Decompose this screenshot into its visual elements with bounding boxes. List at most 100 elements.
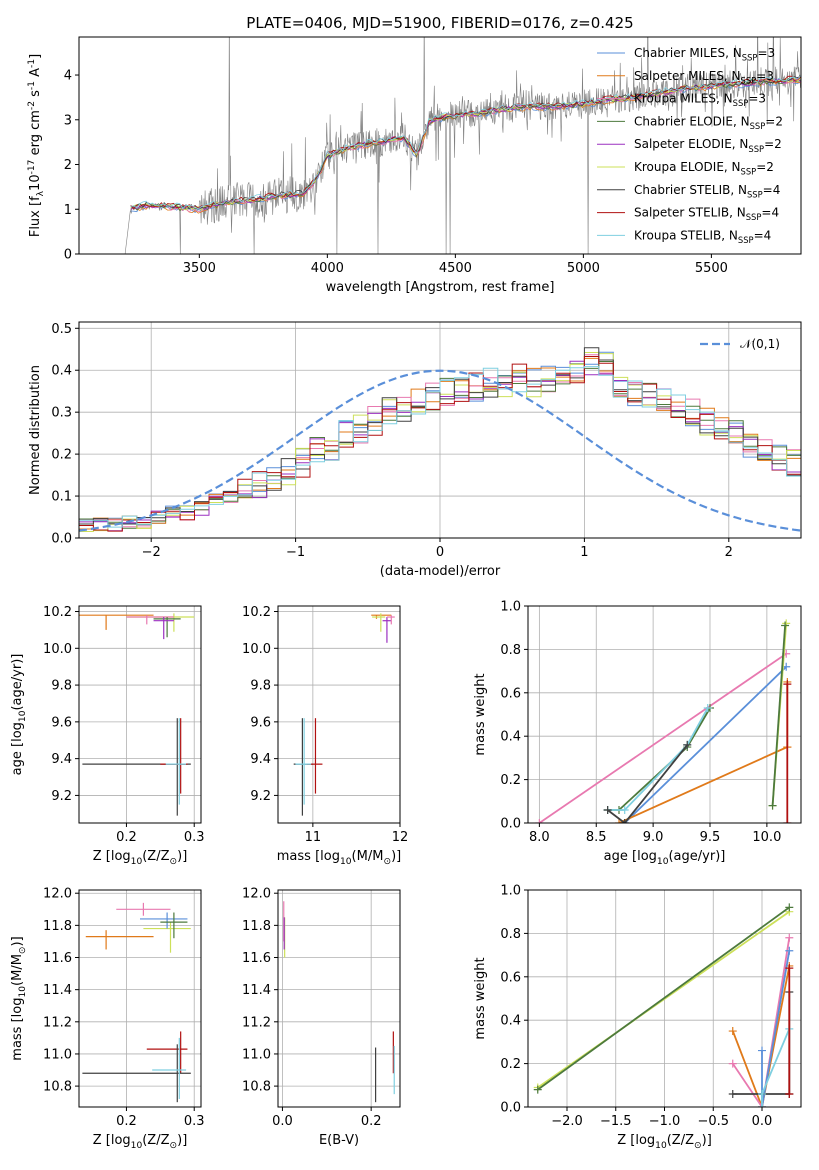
y-tick-label: 0.0 <box>500 817 521 832</box>
histogram-step <box>79 361 801 529</box>
points <box>79 613 195 816</box>
axes-frame <box>78 889 202 1108</box>
legend: Chabrier MILES, NSSP=3 Salpeter MILES, NS… <box>597 46 783 245</box>
y-tick-label: 9.8 <box>250 679 271 694</box>
x-tick-label: 0.2 <box>361 1114 382 1129</box>
axes-frame <box>78 321 802 539</box>
axes-frame <box>78 36 802 255</box>
y-tick-label: 0.6 <box>500 970 521 985</box>
y-tick-label: 11.0 <box>242 1047 271 1062</box>
series-line <box>624 666 787 823</box>
x-axis-label: age [log10(age/yr)] <box>604 849 726 867</box>
chart-title: PLATE=0406, MJD=51900, FIBERID=0176, z=0… <box>246 14 633 32</box>
series-plot <box>535 619 792 823</box>
y-tick-label: 12.0 <box>43 887 72 902</box>
x-tick-label: 0.2 <box>116 1114 137 1129</box>
x-tick-label: 12 <box>392 830 409 845</box>
series-marker <box>728 1059 737 1068</box>
axes-frame <box>78 605 202 824</box>
y-axis-label: mass weight <box>473 957 488 1039</box>
y-tick-label: 0.4 <box>51 364 72 379</box>
series-line <box>537 906 790 1091</box>
mass-z-panel: 0.2 0.3 10.8 11.0 11.2 11.4 11.6 11.8 12.0 Z [log… <box>10 887 205 1151</box>
series-marker <box>782 619 791 628</box>
y-tick-label: 10.0 <box>43 642 72 657</box>
x-tick-label: 5000 <box>567 261 600 276</box>
x-tick-label: 5500 <box>695 261 728 276</box>
y-tick-label: 9.2 <box>250 789 271 804</box>
series-marker <box>768 801 777 810</box>
y-tick-label: 11.6 <box>242 951 271 966</box>
series-line <box>607 707 711 811</box>
series-marker <box>785 933 794 942</box>
legend-entry: Kroupa STELIB, NSSP=4 <box>634 228 771 245</box>
histogram-step <box>79 366 801 528</box>
y-tick-label: 0.0 <box>500 1101 521 1116</box>
y-tick-label: 0.0 <box>51 532 72 547</box>
series-line <box>538 652 787 823</box>
y-tick-label: 0.8 <box>500 643 521 658</box>
y-tick-label: 1.0 <box>500 600 521 615</box>
x-tick-label: 4000 <box>311 261 344 276</box>
points <box>283 901 395 1103</box>
mass-weight-age-panel: 8.0 8.5 9.0 9.5 10.0 0.0 0.2 0.4 0.6 0.8 1.0 age [l… <box>473 600 802 867</box>
x-axis-label: wavelength [Angstrom, rest frame] <box>326 280 555 295</box>
y-tick-label: 0.4 <box>500 1014 521 1029</box>
x-tick-label: 10.0 <box>752 830 781 845</box>
series-marker <box>783 680 792 689</box>
x-tick-label: 11 <box>305 830 322 845</box>
y-tick-label: 0.8 <box>500 927 521 942</box>
x-tick-label: −0.5 <box>697 1114 729 1129</box>
y-tick-label: 11.2 <box>242 1015 271 1030</box>
legend-entry: 𝒩(0,1) <box>740 337 780 351</box>
model-spectrum <box>130 75 801 210</box>
y-tick-label: 11.4 <box>43 983 72 998</box>
histogram-plot <box>79 347 801 532</box>
histogram-step <box>79 351 801 524</box>
series-marker <box>783 819 792 823</box>
y-tick-label: 9.6 <box>250 715 271 730</box>
y-axis-label: mass weight <box>473 673 488 755</box>
x-axis-label: Z [log10(Z/Z⊙)] <box>93 849 188 867</box>
x-tick-label: 1 <box>580 545 588 560</box>
x-tick-label: 9.0 <box>643 830 664 845</box>
y-tick-label: 3 <box>64 113 72 128</box>
y-tick-label: 9.6 <box>51 715 72 730</box>
series-marker <box>620 805 629 814</box>
series-marker <box>785 903 794 912</box>
x-tick-label: 9.5 <box>700 830 721 845</box>
y-tick-label: 11.8 <box>43 919 72 934</box>
axes-frame <box>277 605 401 824</box>
series-line <box>771 625 786 806</box>
series-marker <box>785 1089 794 1098</box>
series-marker <box>533 1085 542 1094</box>
x-axis-label: mass [log10(M/M⊙)] <box>277 849 401 867</box>
x-tick-label: 3500 <box>183 261 216 276</box>
series-marker <box>535 819 544 823</box>
x-tick-label: 0.3 <box>184 1114 205 1129</box>
legend-entry: Kroupa ELODIE, NSSP=2 <box>634 160 774 177</box>
y-tick-label: 10.2 <box>43 605 72 620</box>
series-marker <box>758 1103 766 1107</box>
y-tick-label: 0.4 <box>500 730 521 745</box>
spectrum-panel: 3500 4000 4500 5000 5500 0 1 2 3 4 wavelength [Ang… <box>27 14 802 295</box>
normal-curve <box>79 369 801 532</box>
series-marker <box>728 1027 737 1036</box>
series-line <box>761 950 791 1107</box>
mass-ebv-panel: 0.0 0.2 10.8 11.0 11.2 11.4 11.6 11.8 12.0 E(B-V) <box>242 887 401 1148</box>
histogram-step <box>79 347 801 525</box>
x-tick-label: 8.5 <box>586 830 607 845</box>
axes-frame <box>527 889 802 1108</box>
age-z-panel: 0.2 0.3 9.2 9.4 9.6 9.8 10.0 10.2 Z [log10(Z/Z⊙)… <box>10 605 205 867</box>
x-tick-label: 8.0 <box>529 830 550 845</box>
points <box>293 613 395 816</box>
series-marker <box>785 964 794 973</box>
y-tick-label: 10.0 <box>242 642 271 657</box>
y-axis-label: Normed distribution <box>28 365 43 495</box>
series-marker <box>620 819 629 823</box>
mass-weight-z-panel: −2.0 −1.5 −1.0 −0.5 0.0 0.0 0.2 0.4 0.6 0.8 1.0 Z [… <box>473 884 802 1151</box>
x-tick-label: 2 <box>725 545 733 560</box>
y-tick-label: 10.8 <box>242 1080 271 1095</box>
y-tick-label: 1 <box>64 203 72 218</box>
